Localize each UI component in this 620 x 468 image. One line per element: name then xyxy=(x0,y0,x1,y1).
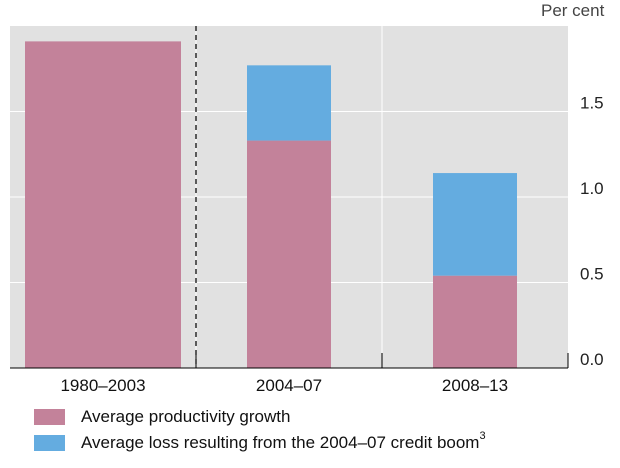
x-tick-label-0: 1980–2003 xyxy=(60,376,145,395)
y-tick-label-2: 1.0 xyxy=(580,179,604,198)
bar-1-1 xyxy=(247,65,331,141)
y-axis-ticks: 0.0 0.5 1.0 1.5 xyxy=(580,94,604,370)
x-tick-label-1: 2004–07 xyxy=(256,376,322,395)
y-tick-label-0: 0.0 xyxy=(580,350,604,369)
legend-item-credit-boom-loss: Average loss resulting from the 2004–07 … xyxy=(34,430,486,456)
bar-1-2 xyxy=(433,173,517,276)
y-tick-label-1: 0.5 xyxy=(580,265,604,284)
x-tick-label-2: 2008–13 xyxy=(442,376,508,395)
legend: Average productivity growth Average loss… xyxy=(34,404,486,456)
bar-0-1 xyxy=(247,140,331,368)
bars xyxy=(25,41,517,368)
x-axis-ticks: 1980–2003 2004–07 2008–13 xyxy=(60,376,508,395)
legend-label-credit-boom-loss-text: Average loss resulting from the 2004–07 … xyxy=(81,433,480,452)
y-tick-label-3: 1.5 xyxy=(580,94,604,113)
legend-swatch-credit-boom-loss xyxy=(34,435,65,451)
bar-0-2 xyxy=(433,275,517,368)
legend-label-productivity: Average productivity growth xyxy=(81,407,291,426)
bar-0-0 xyxy=(25,41,181,368)
legend-label-credit-boom-loss: Average loss resulting from the 2004–07 … xyxy=(81,430,486,453)
legend-item-productivity: Average productivity growth xyxy=(34,404,486,430)
legend-footnote-marker: 3 xyxy=(479,430,486,442)
divider-group xyxy=(10,26,569,369)
y-axis-unit-label: Per cent xyxy=(541,1,605,20)
bar-chart: 0.0 0.5 1.0 1.5 1980–2003 2004–07 2008–13 xyxy=(10,26,604,395)
legend-swatch-productivity xyxy=(34,409,65,425)
